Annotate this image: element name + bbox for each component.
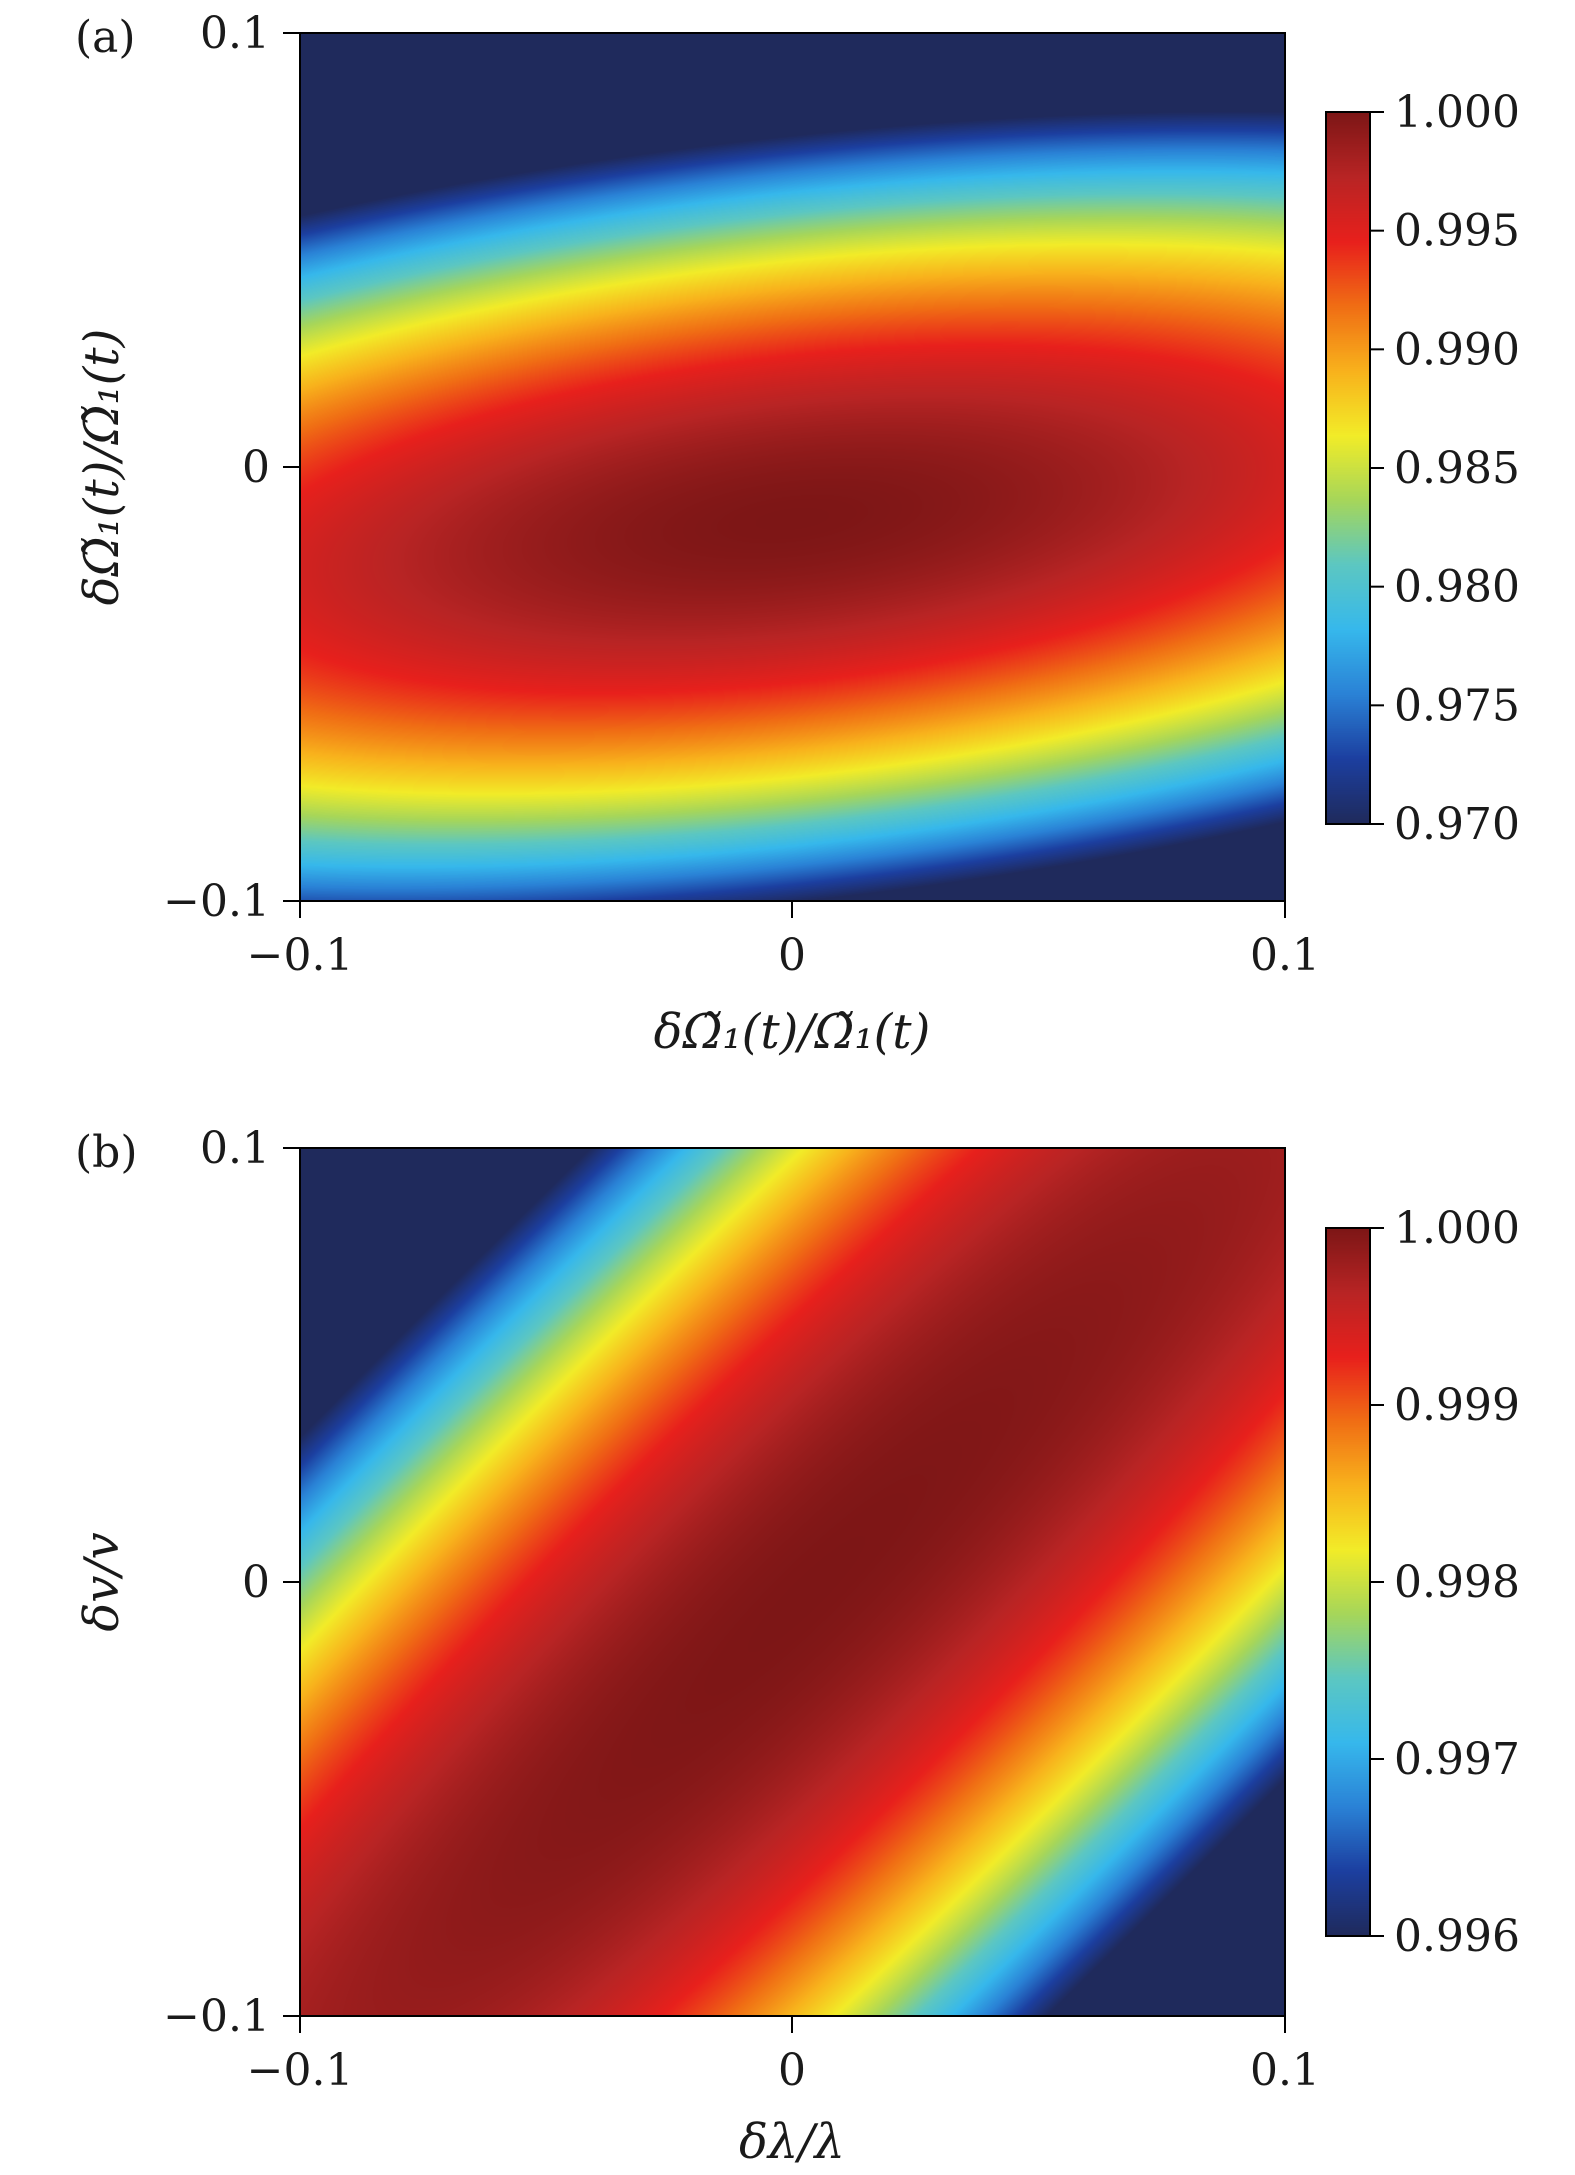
panel-a-xtick-label-mid: 0: [778, 930, 806, 981]
panel-b-ylabel: δv/v: [74, 1532, 130, 1631]
panel-b-heatmap-container: [300, 1148, 1285, 2016]
panel-a-colorbar-tick-label: 0.975: [1394, 680, 1520, 731]
panel-a-xlabel: δΩ̃₁(t)/Ω̃₁(t): [654, 1004, 931, 1060]
panel-a-colorbar-tick-label: 1.000: [1394, 87, 1520, 138]
panel-a-ytick-label-top: 0.1: [200, 8, 270, 59]
panel-b-xlabel: δλ/λ: [739, 2114, 845, 2170]
panel-b-colorbar-tick-label: 0.996: [1394, 1911, 1520, 1962]
panel-a-xtick-label-left: −0.1: [247, 930, 354, 981]
panel-b-colorbar-tick-label: 1.000: [1394, 1203, 1520, 1254]
panel-b-xtick-label-mid: 0: [778, 2045, 806, 2096]
panel-b-label: (b): [75, 1127, 138, 1178]
panel-b: (b) 0.1 0 −0.1 −0.1 0 0.1 δλ/λ δv/v 0.99…: [74, 1123, 1520, 2170]
panel-a-ylabel: δΩ̃₁(t)/Ω̃₁(t): [74, 329, 130, 606]
panel-a-colorbar-tick-label: 0.995: [1394, 206, 1520, 257]
panel-b-ytick-label-mid: 0: [242, 1557, 270, 1608]
panel-a-colorbar-tick-label: 0.970: [1394, 799, 1520, 850]
panel-b-xtick-label-right: 0.1: [1250, 2045, 1320, 2096]
panel-b-colorbar-container: [1326, 1228, 1370, 1936]
panel-b-ytick-label-bottom: −0.1: [163, 1991, 270, 2042]
panel-a-colorbar: [1326, 112, 1370, 824]
panel-a: (a) 0.1 0 −0.1 −0.1 0 0.1 δΩ̃₁(t)/Ω̃₁(t)…: [74, 8, 1520, 1060]
panel-b-heatmap: [300, 1148, 1285, 2016]
panel-a-heatmap: [300, 33, 1285, 901]
panel-a-colorbar-tick-label: 0.985: [1394, 443, 1520, 494]
panel-b-colorbar-tick-label: 0.997: [1394, 1734, 1520, 1785]
panel-a-ytick-label-mid: 0: [242, 442, 270, 493]
panel-a-xtick-label-right: 0.1: [1250, 930, 1320, 981]
panel-a-colorbar-tick-label: 0.990: [1394, 324, 1520, 375]
panel-b-colorbar-ticks: 0.996 0.997 0.998 0.999 1.000: [1370, 1203, 1520, 1962]
panel-a-heatmap-container: [300, 33, 1285, 901]
panel-a-label: (a): [75, 12, 136, 63]
panel-a-colorbar-container: [1326, 112, 1370, 824]
panel-b-xtick-label-left: −0.1: [247, 2045, 354, 2096]
panel-a-colorbar-tick-label: 0.980: [1394, 562, 1520, 613]
panel-b-colorbar-tick-label: 0.998: [1394, 1557, 1520, 1608]
panel-b-colorbar-tick-label: 0.999: [1394, 1380, 1520, 1431]
panel-b-colorbar: [1326, 1228, 1370, 1936]
panel-a-ytick-label-bottom: −0.1: [163, 876, 270, 927]
panel-b-ytick-label-top: 0.1: [200, 1123, 270, 1174]
panel-a-colorbar-ticks: 0.970 0.975 0.980 0.985 0.990 0.995 1.000: [1370, 87, 1520, 850]
